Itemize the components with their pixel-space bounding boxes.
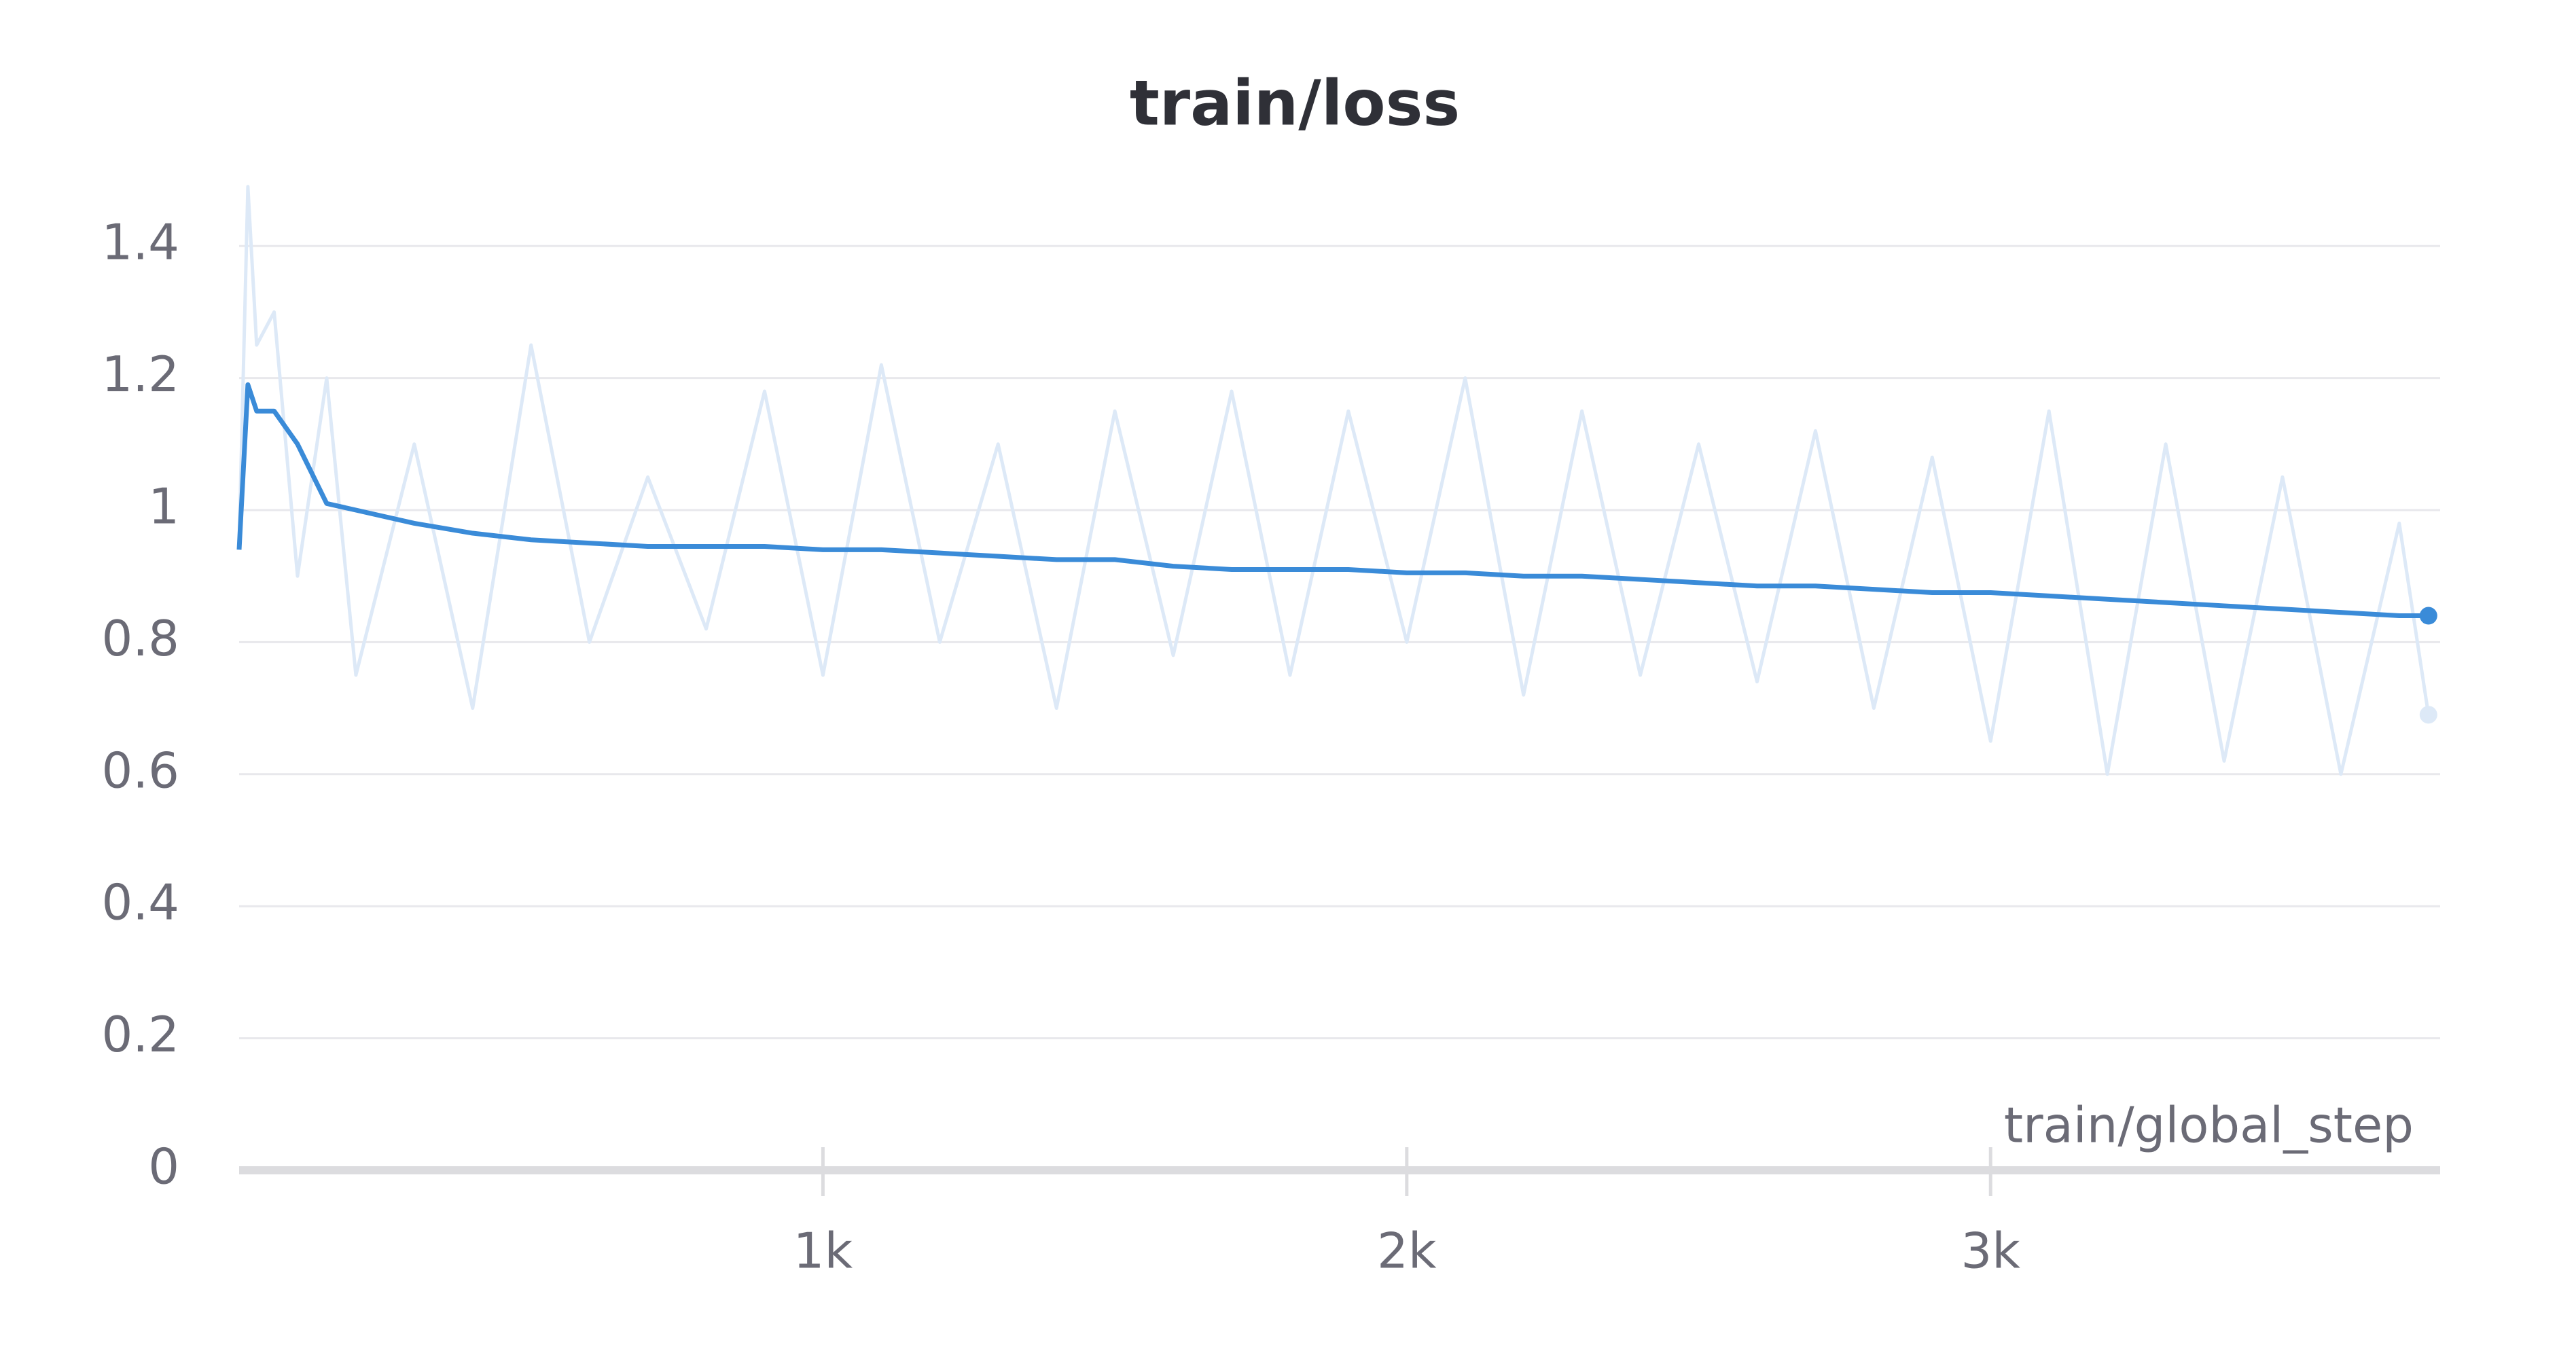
x-tick-label: 2k — [1377, 1223, 1437, 1280]
line-series — [237, 185, 2431, 776]
x-tick-label: 1k — [793, 1223, 853, 1280]
y-tick-label: 0.2 — [101, 1006, 179, 1063]
x-axis-label: train/global_step — [2004, 1097, 2414, 1154]
y-tick-label: 1.4 — [101, 214, 179, 271]
end-point — [2419, 706, 2437, 724]
y-tick-label: 0.4 — [101, 874, 179, 931]
y-tick-label: 1 — [148, 478, 179, 535]
y-tick-label: 0.6 — [101, 742, 179, 799]
chart-title: train/loss — [1130, 67, 1460, 139]
y-tick-label: 0 — [148, 1138, 179, 1195]
x-tick-label: 3k — [1961, 1223, 2020, 1280]
y-tick-label: 1.2 — [101, 346, 179, 403]
y-tick-label: 0.8 — [101, 610, 179, 667]
line-series — [236, 382, 2429, 619]
end-point — [2419, 607, 2437, 625]
